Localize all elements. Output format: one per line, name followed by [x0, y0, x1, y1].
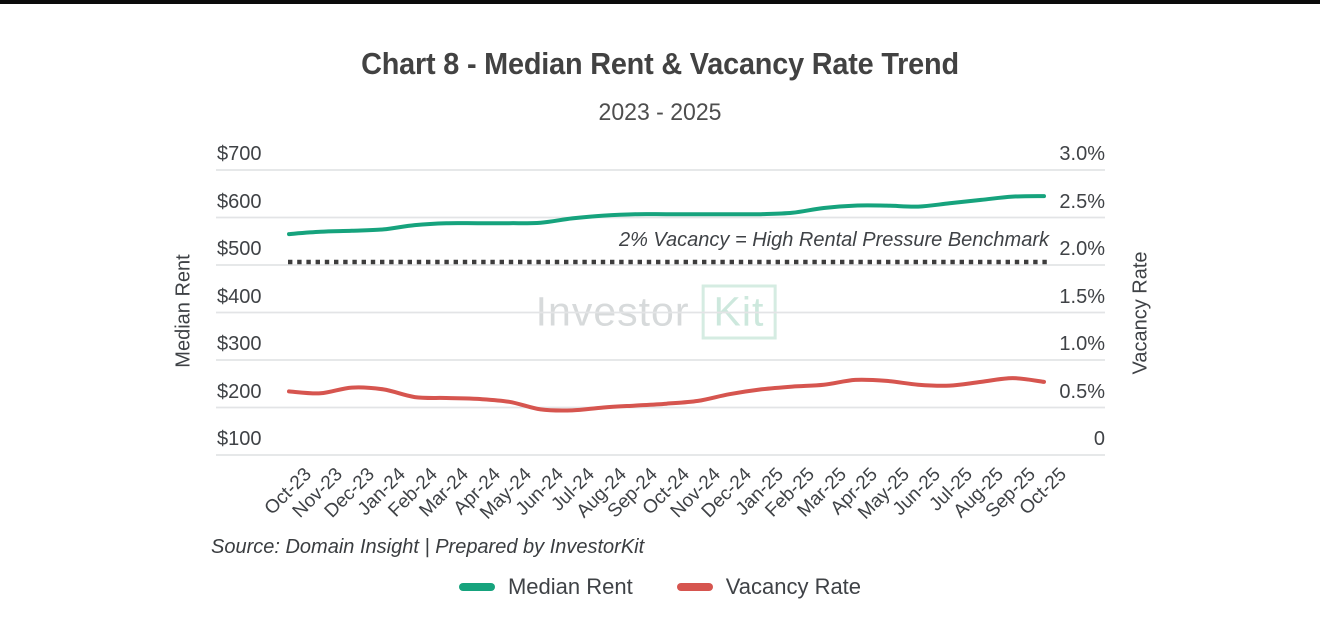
chart-subtitle: 2023 - 2025 — [598, 99, 722, 126]
watermark-investor-text: Investor — [535, 288, 690, 335]
median-rent-line-swatch — [458, 583, 495, 591]
legend-item-median-rent: Median Rent — [458, 574, 633, 600]
vacancy-rate-line-swatch — [676, 583, 713, 591]
top-border — [0, 0, 1320, 4]
legend-label-vacancy-rate: Vacancy Rate — [725, 574, 862, 599]
investorkit-watermark: Investor Kit — [535, 284, 777, 340]
chart-title: Chart 8 - Median Rent & Vacancy Rate Tre… — [361, 46, 959, 81]
legend: Median Rent Vacancy Rate — [0, 574, 1320, 600]
benchmark-annotation: 2% Vacancy = High Rental Pressure Benchm… — [618, 229, 1049, 251]
legend-label-median-rent: Median Rent — [507, 574, 633, 599]
legend-item-vacancy-rate: Vacancy Rate — [676, 574, 862, 600]
source-note: Source: Domain Insight | Prepared by Inv… — [211, 536, 645, 558]
